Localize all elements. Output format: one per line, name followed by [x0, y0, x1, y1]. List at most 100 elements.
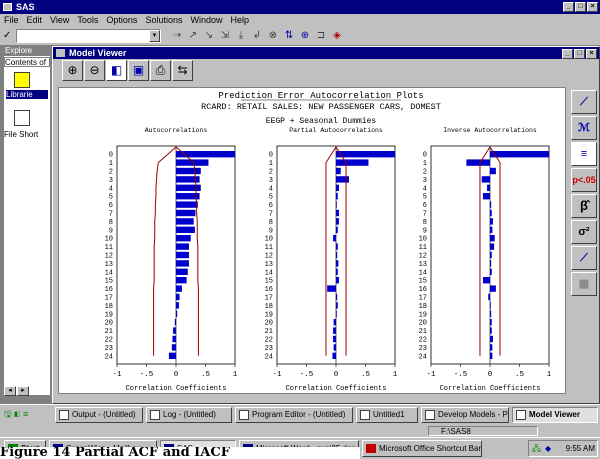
menu-options[interactable]: Options — [106, 15, 138, 25]
lag-label: 18 — [105, 303, 113, 311]
check-icon[interactable]: ✓ — [3, 30, 12, 41]
task-untitled1[interactable]: Untitled1 — [356, 407, 418, 423]
statistics-button[interactable]: σ² — [571, 220, 597, 244]
acf-bar — [327, 285, 336, 292]
acf-bar — [336, 251, 338, 259]
zoom-in-icon[interactable]: ⊕ — [62, 60, 83, 81]
lag-label: 9 — [423, 227, 427, 235]
residual-plot-icon[interactable]: ⟋ — [571, 90, 597, 114]
predicted-plot-icon[interactable]: ⟋ — [571, 246, 597, 270]
acf-bar — [336, 218, 339, 225]
paste-icon[interactable]: ⊗ — [268, 30, 278, 41]
acf-plot-icon[interactable]: ≡ — [571, 142, 597, 166]
forecast-plot-icon[interactable]: ℳ — [571, 116, 597, 140]
task-develop-models[interactable]: Develop Models - Projec — [421, 407, 509, 423]
x-axis-label: Correlation Coefficients — [440, 385, 541, 393]
scroll-left-button[interactable]: ◂ — [4, 386, 16, 396]
maximize-button[interactable]: □ — [575, 2, 586, 12]
lag-label: 9 — [269, 227, 273, 235]
mv-close-button[interactable]: × — [586, 49, 597, 59]
library-icon[interactable] — [14, 72, 30, 88]
save-graph-icon[interactable]: ▣ — [128, 60, 149, 81]
acf-bar — [332, 352, 336, 359]
task-program-editor[interactable]: Program Editor - (Untitled) — [235, 407, 353, 423]
current-folder: F:\SAS8 — [428, 426, 538, 436]
menu-window[interactable]: Window — [190, 15, 223, 25]
lag-label: 17 — [105, 295, 113, 303]
menu-file[interactable]: File — [4, 15, 19, 25]
lag-label: 24 — [105, 353, 113, 361]
lower-ci-line — [479, 146, 491, 356]
acf-bar — [176, 277, 187, 284]
command-box[interactable] — [16, 29, 161, 43]
lag-label: 0 — [423, 152, 427, 160]
copy-graph-icon[interactable]: ⇆ — [172, 60, 193, 81]
open-icon[interactable]: ↗ — [188, 30, 198, 41]
acf-bar — [336, 243, 338, 250]
print-graph-icon[interactable]: ⎙ — [150, 60, 171, 81]
zoom-out-icon[interactable]: ⊖ — [84, 60, 105, 81]
taskbar-office-bar[interactable]: Microsoft Office Shortcut Bar — [362, 440, 482, 457]
menu-solutions[interactable]: Solutions — [145, 15, 183, 25]
print-icon[interactable]: ⇲ — [220, 30, 230, 41]
task-output[interactable]: Output - (Untitled) — [55, 407, 143, 423]
menu-tools[interactable]: Tools — [77, 15, 99, 25]
lag-label: 14 — [105, 269, 113, 277]
acf-bar — [490, 167, 496, 175]
explorer-item-libraries[interactable]: Librarie — [6, 90, 48, 99]
acf-bar — [172, 335, 176, 343]
acf-bar — [490, 226, 493, 233]
lag-label: 10 — [105, 236, 113, 244]
acf-bar — [336, 193, 338, 200]
tray-volume-icon[interactable]: ◆ — [545, 444, 552, 453]
lag-label: 8 — [423, 219, 427, 227]
undo-icon[interactable]: ⇅ — [284, 30, 294, 41]
menu-view[interactable]: View — [50, 15, 70, 25]
command-dropdown-icon[interactable]: ▼ — [149, 30, 160, 42]
select-icon[interactable]: ◧ — [106, 60, 127, 81]
explorer-tab[interactable]: Contents of — [4, 57, 50, 67]
cut-icon[interactable]: ⤓ — [238, 30, 244, 41]
explorer-icon[interactable]: ⊐ — [316, 30, 326, 41]
lag-label: 9 — [109, 227, 113, 235]
lag-label: 5 — [269, 194, 273, 202]
mv-minimize-button[interactable]: _ — [562, 49, 573, 59]
scroll-right-button[interactable]: ▸ — [17, 386, 29, 396]
sas-tools-icon[interactable]: 🖫 ◧ ≡ — [4, 409, 29, 419]
menu-edit[interactable]: Edit — [26, 15, 43, 25]
lag-label: 13 — [419, 261, 427, 269]
acf-bar — [176, 260, 189, 267]
task-model-viewer[interactable]: Model Viewer — [512, 407, 598, 423]
upper-ci-line — [489, 146, 501, 356]
help-icon[interactable]: ◈ — [333, 30, 341, 41]
lower-ci-line — [153, 146, 177, 356]
file-shortcut-icon[interactable] — [14, 110, 30, 126]
acf-bar — [490, 209, 492, 217]
acf-bar — [490, 302, 491, 309]
lag-label: 13 — [265, 261, 273, 269]
table-view-icon[interactable]: ▦ — [571, 272, 597, 296]
lag-label: 4 — [423, 185, 427, 193]
acf-bar — [490, 268, 492, 275]
lag-label: 17 — [265, 295, 273, 303]
minimize-button[interactable]: _ — [563, 2, 574, 12]
new-icon[interactable]: ⇢ — [172, 30, 182, 41]
mv-maximize-button[interactable]: □ — [574, 49, 585, 59]
acf-plots: Prediction Error Autocorrelation Plots R… — [105, 91, 552, 393]
explorer-item-file-shortcuts[interactable]: File Short — [4, 130, 39, 139]
lag-label: 3 — [269, 177, 273, 185]
tray-network-icon[interactable]: 🖧 — [532, 444, 541, 453]
acf-bar — [482, 193, 490, 200]
acf-bar — [490, 218, 493, 225]
parameter-estimates-button[interactable]: β̂ — [571, 194, 597, 218]
lag-label: 23 — [265, 345, 273, 353]
lag-label: 7 — [423, 211, 427, 219]
close-button[interactable]: × — [587, 2, 598, 12]
task-log[interactable]: Log - (Untitled) — [146, 407, 232, 423]
white-noise-button[interactable]: p<.05 — [571, 168, 597, 192]
lag-label: 8 — [269, 219, 273, 227]
libraries-icon[interactable]: ⊕ — [300, 30, 310, 41]
menu-help[interactable]: Help — [230, 15, 249, 25]
copy-icon[interactable]: ↲ — [252, 30, 262, 41]
save-icon[interactable]: ↘ — [204, 30, 214, 41]
